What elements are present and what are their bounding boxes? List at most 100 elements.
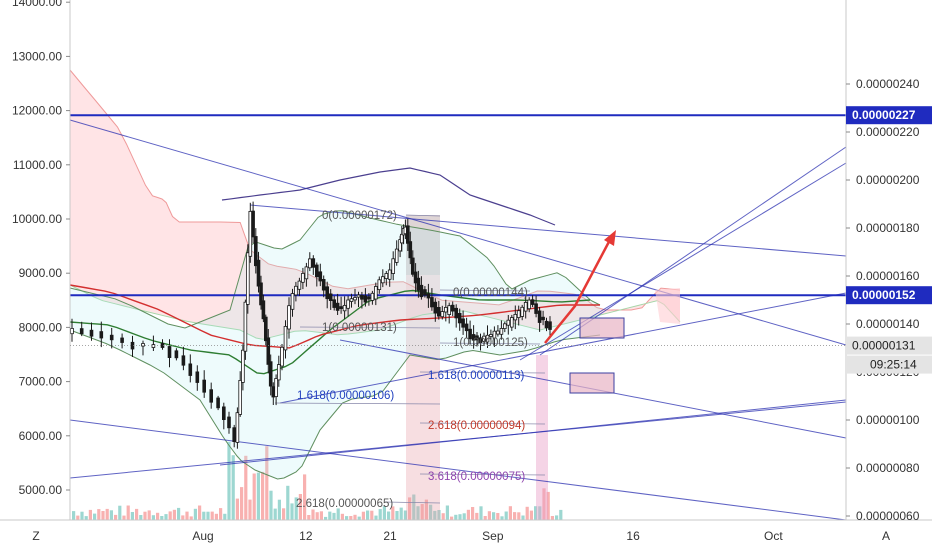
volume-bar [164, 514, 168, 520]
volume-bar [277, 499, 281, 520]
candle-body [256, 259, 261, 287]
left-axis-tick-label: 12000.00 [12, 104, 62, 118]
volume-bar [156, 512, 160, 520]
candle-body [235, 412, 240, 443]
candle-body [530, 299, 535, 305]
candle-body [99, 331, 104, 339]
left-axis-tick-label: 11000.00 [13, 158, 62, 172]
volume-bar [261, 471, 265, 520]
fib-label: 1.618(0.00000106) [297, 390, 394, 402]
fib-zone-purple [536, 355, 548, 520]
fib-level-line [299, 326, 441, 329]
candle-body [394, 248, 399, 263]
candle-body [328, 293, 333, 301]
volume-bar [147, 510, 151, 520]
volume-bar [454, 514, 458, 520]
target-box-upper [579, 317, 625, 339]
price-label-text: 0.00000131 [852, 339, 916, 353]
volume-bar [76, 515, 80, 520]
left-axis-tick-label: 14000.00 [12, 0, 62, 9]
volume-bar [252, 473, 256, 520]
price-label-background [846, 336, 932, 355]
volume-bar [298, 494, 302, 520]
volume-bar [193, 508, 197, 520]
candle-body [544, 320, 549, 329]
bollinger-lower [69, 329, 601, 480]
countdown-text: 09:25:14 [870, 358, 917, 372]
candle-body [241, 349, 245, 383]
volume-bar [290, 503, 294, 520]
candle-body [304, 266, 309, 280]
candle-body [151, 344, 156, 348]
candle-body [363, 295, 368, 303]
candle-body [373, 286, 378, 300]
volume-bar [546, 491, 550, 520]
left-axis-tick-label: 5000.00 [19, 483, 63, 497]
candle-body [287, 305, 291, 330]
candle-body [301, 272, 305, 283]
bollinger-fill [70, 210, 600, 480]
candle-body [339, 306, 343, 310]
volume-bar [542, 488, 546, 520]
candle-body [332, 299, 336, 308]
volume-bar [303, 474, 307, 520]
bollinger-bands-layer [69, 167, 601, 480]
volume-bar [416, 506, 420, 520]
candle-body [342, 304, 347, 312]
candle-body [433, 301, 438, 314]
volume-bar [504, 511, 508, 520]
x-axis-tick-label: 12 [299, 529, 313, 543]
candle-body [436, 306, 441, 317]
candle-body [268, 361, 273, 387]
candle-body [232, 427, 237, 443]
candle-body [450, 304, 455, 312]
volume-bar [445, 505, 449, 520]
fib-level-line [384, 501, 441, 504]
volume-bar [130, 512, 134, 520]
volume-bar [122, 515, 126, 520]
candle-body [468, 328, 472, 340]
x-axis-tick-label: Z [32, 529, 39, 543]
volume-bar [450, 516, 454, 520]
candle-body [276, 364, 281, 381]
volume-bar [361, 511, 365, 520]
right-axis-tick-label: 0.00000100 [856, 413, 920, 427]
candle-body [461, 318, 465, 328]
fib-label: 1.618(0.00000113) [428, 370, 525, 382]
candle-body [321, 278, 326, 291]
price-label-text: 0.00000227 [852, 108, 916, 122]
candle-body [447, 305, 451, 316]
volume-bar [231, 455, 235, 520]
volume-bar [366, 510, 370, 520]
trendline [249, 204, 847, 257]
candle-body [516, 310, 521, 319]
volume-bar [248, 499, 252, 520]
fib-label: 0(0.00000172) [322, 210, 397, 222]
volume-bar [160, 516, 164, 520]
candle-body [311, 258, 316, 268]
candle-body [408, 241, 413, 259]
candle-body [353, 297, 357, 301]
candle-body [271, 386, 276, 398]
candle-body [384, 273, 389, 279]
bollinger-upper [69, 210, 601, 329]
volume-bar [219, 508, 223, 520]
candle-body [325, 286, 329, 300]
volume-bar [349, 516, 353, 520]
candle-body [238, 379, 243, 415]
candle-body [464, 323, 469, 332]
fib-level-line [439, 342, 541, 345]
x-axis-tick-label: 16 [626, 529, 640, 543]
future-cloud [655, 288, 680, 324]
candle-body [527, 299, 531, 310]
candle-body [109, 334, 114, 341]
volume-bar [483, 516, 487, 520]
volume-bar [80, 511, 84, 520]
candle-body [251, 210, 255, 238]
volume-bar [185, 511, 189, 520]
volume-bar [370, 510, 374, 520]
volume-bar [534, 506, 538, 520]
candle-body [430, 297, 434, 308]
